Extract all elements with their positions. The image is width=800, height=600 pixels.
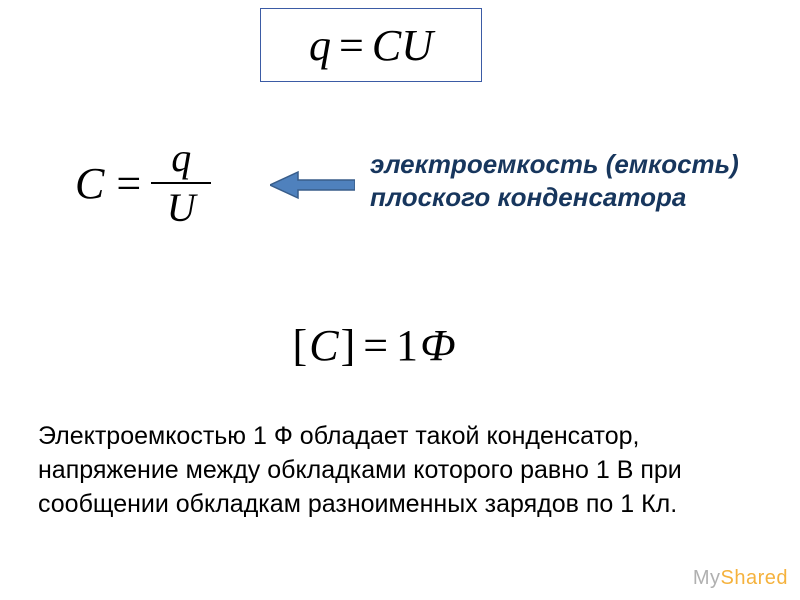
denominator: U <box>157 186 206 230</box>
var-c: C <box>307 320 340 371</box>
equals-sign: = <box>355 320 396 371</box>
annotation-capacitance: электроемкость (емкость) плоского конден… <box>370 148 739 213</box>
var-c: C <box>75 158 112 209</box>
equals-sign: = <box>331 20 372 71</box>
var-c: C <box>372 20 401 71</box>
numerator: q <box>161 136 201 180</box>
right-bracket: ] <box>341 320 356 371</box>
formula-unit-farad: [ C ] = 1 Ф <box>240 310 510 380</box>
formula-c-equals-q-over-u: C = q U <box>75 118 250 248</box>
left-bracket: [ <box>293 320 308 371</box>
annotation-line2: плоского конденсатора <box>370 181 739 214</box>
annotation-line1: электроемкость (емкость) <box>370 148 739 181</box>
definition-text: Электроемкостью 1 Ф обладает такой конде… <box>38 420 718 521</box>
watermark: MyShared <box>693 567 788 590</box>
var-u: U <box>401 20 433 71</box>
watermark-my: My <box>693 567 721 589</box>
equals-sign: = <box>112 158 151 209</box>
formula-q-equals-cu: q = C U <box>260 8 482 82</box>
watermark-shared: Shared <box>721 567 789 589</box>
one: 1 <box>396 320 418 371</box>
slide: q = C U C = q U электроемкость (емкость)… <box>0 0 800 600</box>
var-q: q <box>309 20 331 71</box>
arrow-left-icon <box>270 170 355 200</box>
fraction-bar <box>151 182 211 184</box>
phi: Ф <box>418 320 457 371</box>
fraction: q U <box>151 136 211 230</box>
